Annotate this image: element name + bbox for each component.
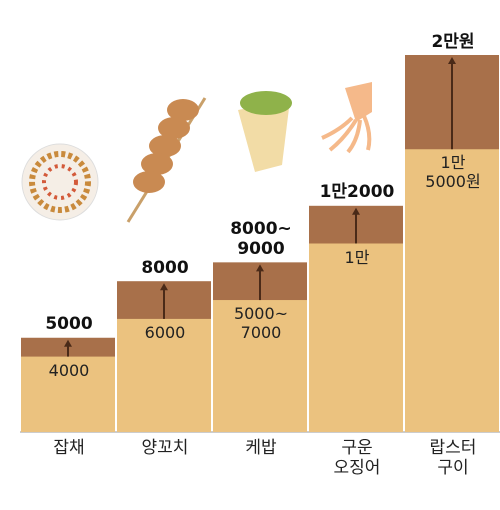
squid-head — [345, 82, 372, 122]
price-low-bar — [405, 149, 499, 432]
price-low-label: 1만 — [344, 247, 370, 267]
price-low-label: 6000 — [144, 322, 186, 342]
category-label: 구운 오징어 — [333, 438, 381, 479]
price-low-bar — [117, 318, 211, 432]
kebab-wrap — [238, 100, 290, 172]
squid-legs — [321, 115, 372, 154]
arrow-head — [64, 339, 72, 347]
category-label: 잡채 — [53, 438, 85, 458]
arrow-head — [256, 264, 264, 272]
price-high-label: 1만2000 — [319, 182, 395, 203]
price-high-label: 8000~ 9000 — [230, 218, 292, 259]
price-low-bar — [213, 300, 307, 432]
category-label: 양꼬치 — [141, 438, 189, 458]
kebab-filling — [240, 91, 292, 115]
price-low-label: 5000~ 7000 — [233, 304, 289, 343]
arrow-head — [448, 57, 456, 64]
skewer-meat — [133, 99, 199, 193]
japchae-veg — [42, 164, 78, 200]
category-label: 랍스터 구이 — [429, 438, 477, 479]
illustrations — [21, 82, 372, 223]
price-high-label: 5000 — [45, 314, 93, 335]
price-low-bar — [21, 356, 115, 432]
arrow-head — [160, 283, 168, 291]
price-low-bar — [309, 243, 403, 432]
price-high-label: 8000 — [141, 257, 189, 278]
price-low-label: 1만 5000원 — [425, 153, 481, 192]
price-high-label: 2만원 — [431, 31, 475, 52]
japchae-noodles — [29, 151, 91, 213]
price-low-label: 4000 — [48, 360, 90, 380]
category-label: 케밥 — [245, 438, 277, 458]
arrow-head — [352, 207, 360, 215]
